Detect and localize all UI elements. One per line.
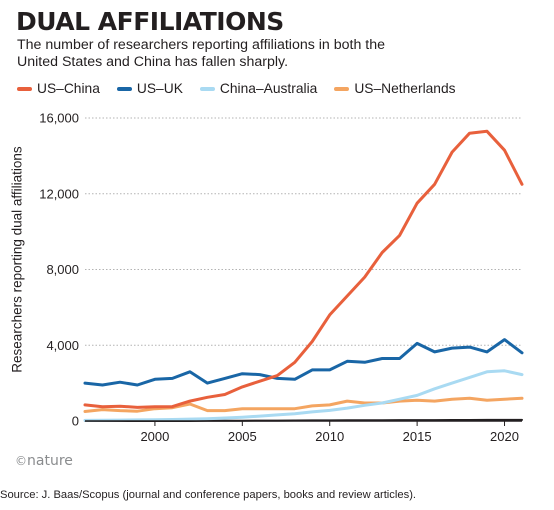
legend-label-china-australia: China–Australia <box>219 81 318 96</box>
y-tick-label-2: 8,000 <box>46 262 79 277</box>
x-tick-label-1: 2005 <box>228 429 257 444</box>
series-line-us-china <box>83 129 524 409</box>
nature-credit: ©nature <box>15 453 73 469</box>
y-tick-label-3: 12,000 <box>39 186 79 201</box>
x-tick-label-2: 2010 <box>315 429 344 444</box>
legend-swatch-us-china <box>17 86 32 91</box>
legend-swatch-us-netherlands <box>334 86 350 91</box>
x-tick-label-3: 2015 <box>403 429 432 444</box>
series-line-us-netherlands <box>83 396 524 413</box>
copyright-symbol: © <box>15 454 27 468</box>
y-tick-label-4: 16,000 <box>39 111 79 126</box>
legend-item-us-uk: US–UK <box>116 81 183 96</box>
chart-subtitle: The number of researchers reporting affi… <box>17 37 386 70</box>
legend-item-us-china: US–China <box>17 81 100 96</box>
legend-item-china-australia: China–Australia <box>199 81 318 96</box>
x-tick-label-0: 2000 <box>140 429 169 444</box>
x-tick-label-4: 2020 <box>490 429 519 444</box>
legend-swatch-china-australia <box>199 86 215 91</box>
chart-title: DUAL AFFILIATIONS <box>16 7 284 36</box>
legend-swatch-us-uk <box>116 86 132 91</box>
chart-figure: DUAL AFFILIATIONS The number of research… <box>10 7 524 469</box>
legend-label-us-netherlands: US–Netherlands <box>354 81 456 96</box>
legend-item-us-netherlands: US–Netherlands <box>334 81 456 96</box>
series-line-china-australia <box>83 369 524 422</box>
chart-legend: US–China US–UK China–Australia US–Nether… <box>17 81 473 96</box>
nature-wordmark: nature <box>27 453 73 469</box>
series-line-us-uk <box>83 338 524 387</box>
legend-label-us-china: US–China <box>37 81 100 96</box>
source-note: Source: J. Baas/Scopus (journal and conf… <box>0 489 417 501</box>
legend-label-us-uk: US–UK <box>136 81 183 96</box>
y-tick-label-0: 0 <box>72 414 79 429</box>
line-chart: 0 4,000 8,000 12,000 16,000 2000 2005 2010 2015 2… <box>39 111 524 444</box>
y-tick-label-1: 4,000 <box>46 338 79 353</box>
